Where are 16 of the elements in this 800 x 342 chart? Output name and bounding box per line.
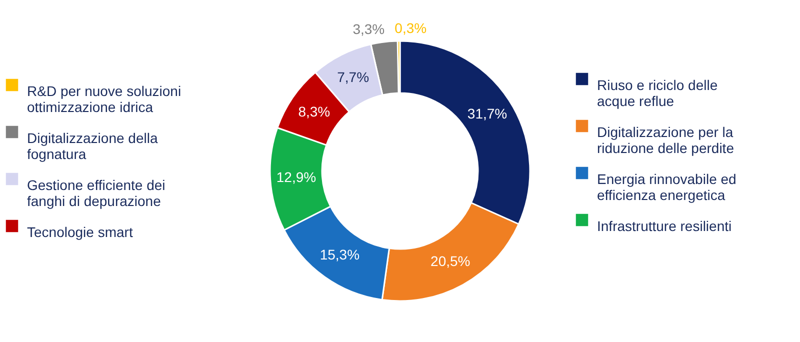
- legend-label: Digitalizzazione per la riduzione delle perdite: [597, 124, 734, 156]
- data-label: 8,3%: [298, 103, 330, 120]
- data-label: 15,3%: [320, 246, 360, 263]
- data-label: 31,7%: [467, 105, 508, 122]
- data-label: 7,7%: [337, 69, 370, 86]
- data-label: 12,9%: [276, 168, 316, 185]
- legend-label: R&D per nuove soluzioni ottimizzazione idrica: [27, 83, 182, 115]
- legend-label: Energia rinnovabile ed efficienza energetica: [597, 171, 736, 203]
- data-label: 20,5%: [430, 252, 470, 269]
- data-label: 0,3%: [394, 20, 427, 36]
- legend-label: Tecnologie smart: [27, 224, 133, 240]
- legend-label: Riuso e riciclo delle acque reflue: [597, 77, 718, 109]
- legend-label: Digitalizzazione della fognatura: [27, 130, 158, 162]
- data-label: 3,3%: [352, 21, 385, 38]
- legend-label: Infrastrutture resilienti: [597, 218, 732, 234]
- legend-label: Gestione efficiente dei fanghi di depurazione: [27, 177, 166, 209]
